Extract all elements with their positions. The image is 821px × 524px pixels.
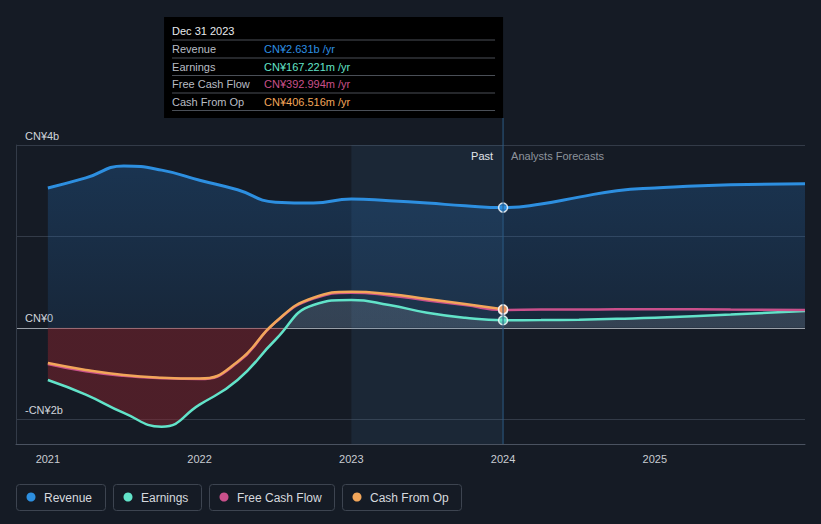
svg-text:CN¥2.631b /yr: CN¥2.631b /yr [264, 43, 335, 55]
svg-text:Revenue: Revenue [44, 491, 92, 505]
svg-text:Analysts Forecasts: Analysts Forecasts [511, 150, 604, 162]
svg-text:2022: 2022 [187, 453, 211, 465]
svg-text:Earnings: Earnings [141, 491, 188, 505]
svg-text:Past: Past [471, 150, 493, 162]
svg-text:2023: 2023 [339, 453, 363, 465]
svg-text:Free Cash Flow: Free Cash Flow [237, 491, 322, 505]
svg-text:Dec 31 2023: Dec 31 2023 [172, 25, 234, 37]
svg-text:Cash From Op: Cash From Op [370, 491, 449, 505]
svg-text:Revenue: Revenue [172, 43, 216, 55]
svg-text:CN¥0: CN¥0 [25, 312, 54, 325]
svg-text:2025: 2025 [643, 453, 667, 465]
svg-text:2024: 2024 [491, 453, 515, 465]
svg-text:CN¥4b: CN¥4b [25, 130, 59, 142]
svg-text:-CN¥2b: -CN¥2b [25, 404, 63, 416]
svg-text:CN¥392.994m /yr: CN¥392.994m /yr [264, 78, 351, 90]
svg-text:CN¥406.516m /yr: CN¥406.516m /yr [264, 96, 351, 108]
svg-text:Free Cash Flow: Free Cash Flow [172, 78, 250, 90]
svg-text:2021: 2021 [36, 453, 60, 465]
svg-text:CN¥167.221m /yr: CN¥167.221m /yr [264, 61, 351, 73]
svg-text:Cash From Op: Cash From Op [172, 96, 244, 108]
svg-text:Earnings: Earnings [172, 61, 216, 73]
